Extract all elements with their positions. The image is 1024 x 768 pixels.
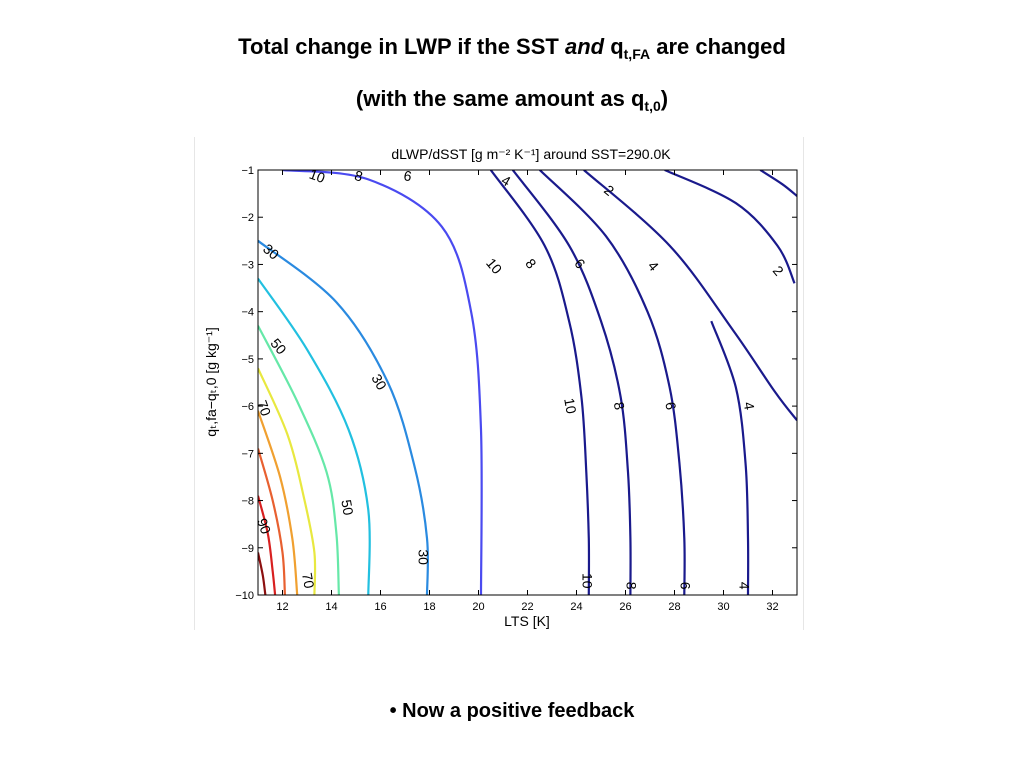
x-tick-label: 30: [717, 601, 729, 613]
contour-line-2: [759, 170, 797, 197]
y-tick-label: −10: [235, 590, 254, 602]
x-axis-ticks: 12 14 16 18 20 22 24 26 28 30 32: [276, 170, 779, 613]
x-tick-label: 18: [423, 601, 435, 613]
y-tick-label: −4: [241, 307, 254, 319]
contour-label: 8: [624, 582, 640, 590]
x-tick-label: 20: [472, 601, 484, 613]
contour-label: 8: [353, 167, 365, 185]
x-tick-label: 22: [521, 601, 533, 613]
y-tick-label: −1: [241, 165, 254, 177]
contour-label: 30: [415, 549, 431, 565]
contour-label: 4: [736, 582, 752, 590]
contour-label: 50: [338, 498, 356, 516]
contour-line-70: [258, 410, 299, 595]
title2-part2: ): [660, 86, 669, 111]
y-tick-label: −3: [241, 259, 254, 271]
x-tick-label: 24: [570, 601, 582, 613]
contour-label: 4: [645, 258, 662, 274]
contour-label: 8: [611, 401, 628, 412]
y-axis-label: qₜ,fa−qₜ,0 [g kg⁻¹]: [203, 327, 219, 436]
y-tick-label: −6: [241, 401, 254, 413]
contour-line-90: [258, 495, 277, 595]
contour-line-100: [258, 552, 267, 595]
contour-line-60: [258, 367, 317, 595]
contour-line-10: [282, 170, 483, 595]
contour-line-80: [258, 448, 286, 595]
slide-title-line1: Total change in LWP if the SST and qt,FA…: [0, 34, 1024, 62]
contour-label: 90: [254, 516, 274, 536]
x-tick-label: 16: [374, 601, 386, 613]
x-axis-label: LTS [K]: [504, 613, 550, 629]
contour-label: 50: [267, 335, 289, 357]
y-tick-label: −9: [241, 543, 254, 555]
contour-label: 70: [254, 398, 274, 418]
contour-label: 8: [522, 255, 539, 271]
x-tick-label: 14: [325, 601, 337, 613]
title1-part3: q: [604, 34, 624, 59]
y-tick-label: −8: [241, 496, 254, 508]
contour-label: 30: [368, 371, 390, 393]
contour-label: 70: [299, 572, 317, 590]
contour-label: 6: [662, 401, 679, 412]
contour-chart: dLWP/dSST [g m⁻² K⁻¹] around SST=290.0K …: [203, 146, 798, 629]
contour-line-4: [710, 320, 750, 595]
x-tick-label: 32: [766, 601, 778, 613]
contour-label: 6: [402, 167, 413, 184]
contour-line-40: [258, 277, 371, 595]
title2-part1: (with the same amount as q: [355, 86, 645, 111]
contour-label: 10: [483, 255, 505, 277]
contour-label: 4: [741, 401, 758, 412]
contour-line-6: [539, 170, 686, 595]
contour-line-2: [664, 170, 796, 284]
contour-line-50: [258, 325, 340, 595]
contour-line-10: [489, 170, 591, 595]
title1-subscript: t,FA: [623, 46, 651, 62]
figure-frame: [194, 137, 804, 630]
y-axis-ticks: −1 −2 −3 −4 −5 −6 −7 −8 −9 −10: [235, 165, 797, 602]
bullet-text: • Now a positive feedback: [389, 700, 635, 722]
contour-label: 10: [307, 166, 327, 186]
contour-label: 10: [561, 397, 579, 415]
slide-title-line2: (with the same amount as qt,0): [0, 86, 1024, 114]
contour-label: 4: [499, 172, 514, 190]
contour-label: 6: [571, 255, 588, 271]
title1-italic: and: [564, 34, 605, 59]
contour-line-30: [258, 239, 430, 595]
title2-subscript: t,0: [644, 98, 661, 114]
plot-area-frame: [257, 169, 798, 596]
y-tick-label: −2: [241, 212, 254, 224]
contour-line-8: [511, 170, 632, 595]
x-tick-label: 26: [619, 601, 631, 613]
y-tick-label: −7: [241, 448, 254, 460]
contour-lines: [258, 170, 797, 595]
x-tick-label: 28: [668, 601, 680, 613]
contour-label: 2: [770, 263, 787, 279]
title1-part4: are changed: [650, 34, 786, 59]
x-tick-label: 12: [276, 601, 288, 613]
contour-line-4: [583, 170, 797, 421]
y-tick-label: −5: [241, 354, 254, 366]
contour-label: 10: [580, 573, 596, 589]
chart-title: dLWP/dSST [g m⁻² K⁻¹] around SST=290.0K: [391, 146, 671, 162]
title1-part1: Total change in LWP if the SST: [238, 34, 565, 59]
contour-label: 6: [678, 582, 694, 590]
